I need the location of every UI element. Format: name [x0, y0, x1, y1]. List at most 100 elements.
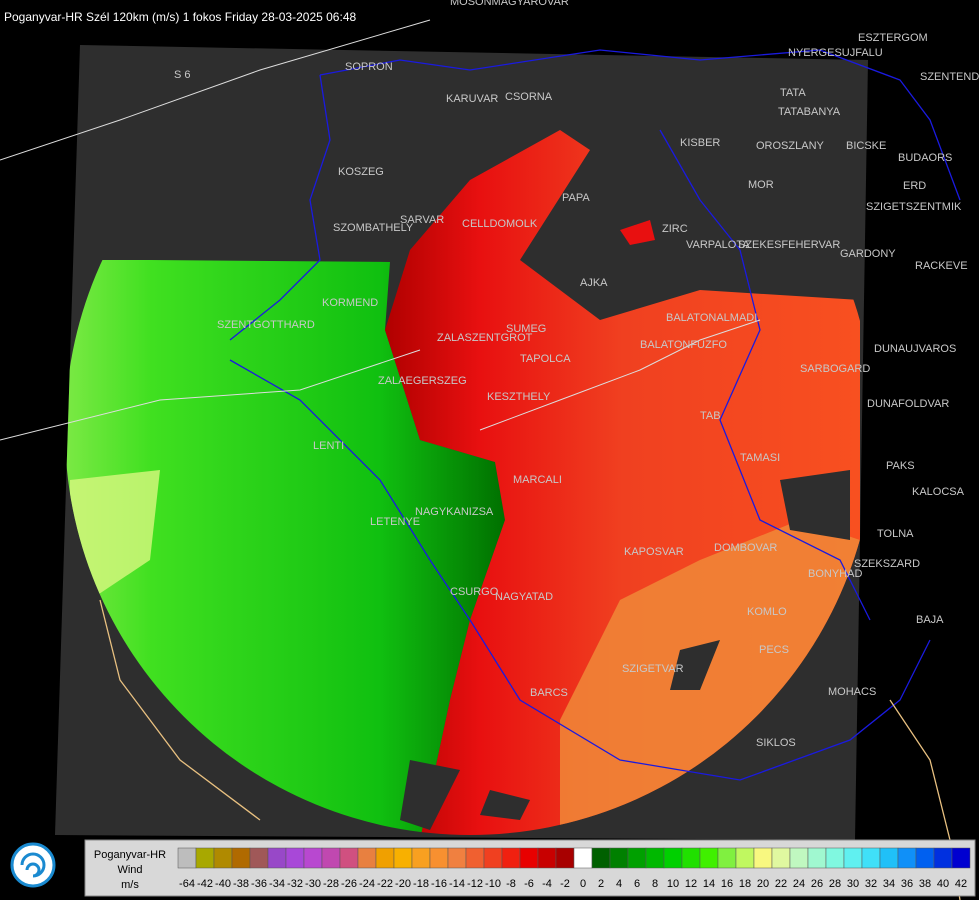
place-label: GARDONY: [840, 248, 896, 260]
place-label: RACKEVE: [915, 260, 968, 272]
legend-swatch: [465, 847, 485, 869]
legend-swatch: [663, 847, 683, 869]
legend-label: -22: [377, 878, 393, 890]
place-label: PAKS: [886, 460, 915, 472]
legend-title: Poganyvar-HR: [94, 849, 166, 861]
radar-echo: [65, 130, 860, 835]
place-label: SUMEG: [506, 323, 546, 335]
legend-label: -6: [524, 878, 534, 890]
place-label: DUNAFOLDVAR: [867, 398, 949, 410]
no-echo: [400, 470, 850, 830]
place-label: KORMEND: [322, 297, 378, 309]
legend-swatch: [375, 847, 395, 869]
place-label: NAGYKANIZSA: [415, 506, 494, 518]
legend-label: 18: [739, 878, 751, 890]
place-label: VARPALOTA: [686, 239, 750, 251]
place-label: AJKA: [580, 277, 608, 289]
legend-swatch: [285, 847, 305, 869]
place-label: SZENTGOTTHARD: [217, 319, 315, 331]
legend-title: m/s: [121, 879, 139, 891]
place-label: KOMLO: [747, 606, 787, 618]
legend-swatch: [645, 847, 665, 869]
legend-swatch: [555, 847, 575, 869]
legend-swatch: [339, 847, 359, 869]
legend-label: -24: [359, 878, 375, 890]
legend-swatch: [357, 847, 377, 869]
place-label: SZEKESFEHERVAR: [738, 239, 840, 251]
echo-patch: [620, 220, 655, 245]
legend-label: -36: [251, 878, 267, 890]
legend-swatch: [573, 847, 593, 869]
legend-label: -34: [269, 878, 285, 890]
place-label: SARBOGARD: [800, 363, 870, 375]
legend-swatch: [699, 847, 719, 869]
place-label: LETENYE: [370, 516, 420, 528]
legend-label: 38: [919, 878, 931, 890]
legend-label: -30: [305, 878, 321, 890]
place-label: KESZTHELY: [487, 391, 551, 403]
legend-swatch: [447, 847, 467, 869]
legend-swatch: [609, 847, 629, 869]
place-label: SZENTENDRE: [920, 71, 979, 83]
place-label: TAB: [700, 410, 721, 422]
legend-swatch: [879, 847, 899, 869]
place-label: KAPOSVAR: [624, 546, 684, 558]
legend-swatch: [501, 847, 521, 869]
legend-label: 32: [865, 878, 877, 890]
legend-swatch: [627, 847, 647, 869]
legend-swatch: [177, 847, 197, 869]
legend-label: 40: [937, 878, 949, 890]
place-label: MARCALI: [513, 474, 562, 486]
place-label: BICSKE: [846, 140, 886, 152]
legend-swatch: [393, 847, 413, 869]
legend-label: -2: [560, 878, 570, 890]
place-label: KALOCSA: [912, 486, 965, 498]
legend-swatch: [915, 847, 935, 869]
legend-swatch: [825, 847, 845, 869]
legend-label: -4: [542, 878, 552, 890]
place-label: KOSZEG: [338, 166, 384, 178]
place-label: KISBER: [680, 137, 720, 149]
legend-label: -38: [233, 878, 249, 890]
legend-swatch: [753, 847, 773, 869]
legend-swatch: [303, 847, 323, 869]
place-label: SARVAR: [400, 214, 444, 226]
place-label: DOMBOVAR: [714, 542, 777, 554]
legend-swatch: [321, 847, 341, 869]
legend-swatch: [249, 847, 269, 869]
place-label: PAPA: [562, 192, 590, 204]
legend-swatch: [537, 847, 557, 869]
legend-label: 8: [652, 878, 658, 890]
legend-swatch: [231, 847, 251, 869]
legend-label: 24: [793, 878, 805, 890]
place-label: MOR: [748, 179, 774, 191]
legend-label: -42: [197, 878, 213, 890]
legend-label: 14: [703, 878, 715, 890]
place-label: PECS: [759, 644, 789, 656]
place-label: ESZTERGOM: [858, 32, 928, 44]
legend-label: -8: [506, 878, 516, 890]
legend-label: -14: [449, 878, 465, 890]
legend-label: 2: [598, 878, 604, 890]
place-label: TAPOLCA: [520, 353, 571, 365]
legend-label: -20: [395, 878, 411, 890]
legend-label: 22: [775, 878, 787, 890]
legend-label: 12: [685, 878, 697, 890]
place-label: MOSONMAGYAROVAR: [450, 0, 569, 8]
place-label: BALATONFUZFO: [640, 339, 727, 351]
place-label: LENTI: [313, 440, 344, 452]
legend-swatch: [429, 847, 449, 869]
legend-swatch: [213, 847, 233, 869]
legend-swatch: [933, 847, 953, 869]
place-label: ERD: [903, 180, 926, 192]
legend-swatch: [735, 847, 755, 869]
legend-swatch: [681, 847, 701, 869]
legend-swatch: [717, 847, 737, 869]
legend-swatch: [519, 847, 539, 869]
legend-label: -10: [485, 878, 501, 890]
legend-swatch: [483, 847, 503, 869]
legend-label: -32: [287, 878, 303, 890]
place-labels: MOSONMAGYAROVAR SOPRON KARUVAR CSORNA KISBER…: [174, 0, 979, 749]
inbound-wind-zone: [70, 470, 160, 600]
legend-label: 6: [634, 878, 640, 890]
